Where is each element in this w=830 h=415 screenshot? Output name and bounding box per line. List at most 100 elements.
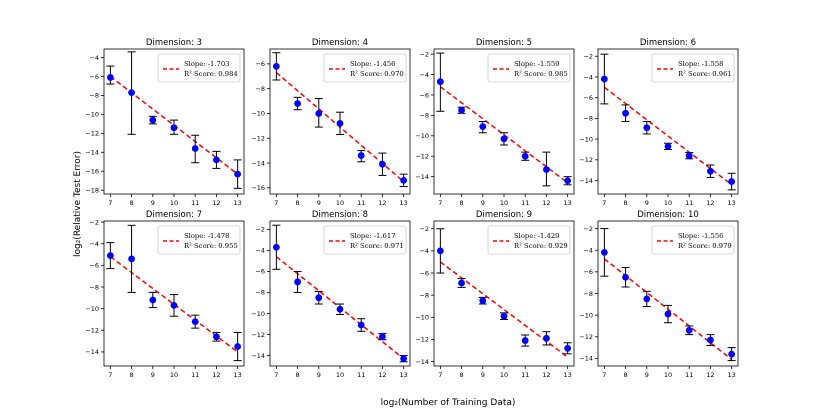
fit-line (439, 261, 569, 358)
y-tick-label: −14 (415, 358, 429, 366)
x-tick-label: 7 (108, 199, 112, 207)
x-tick-label: 10 (336, 199, 344, 207)
y-tick-label: −16 (251, 184, 265, 192)
legend-r2: R² Score: 0.961 (678, 70, 732, 78)
data-point (315, 110, 323, 117)
chart-panel: Dimension: 5 7 8 9 10 11 12 13 −14 −12 −10 −8 −6 −4 −2… (415, 38, 575, 207)
legend-box (323, 53, 407, 83)
legend-r2: R² Score: 0.984 (184, 70, 238, 78)
y-tick-label: −14 (579, 177, 593, 185)
y-tick-label: −8 (255, 85, 265, 93)
y-tick-label: −12 (415, 153, 429, 161)
data-point (128, 255, 135, 263)
chart-panel: Dimension: 8 7 8 9 10 11 12 13 −14 −12 −10 −8 −6 −4 −2… (251, 210, 411, 379)
figure-ylabel: log₂(Relative Test Error) (73, 151, 83, 257)
y-tick-label: −2 (583, 225, 593, 233)
data-point (106, 74, 114, 81)
x-tick-label: 10 (664, 199, 672, 207)
x-tick-label: 10 (170, 199, 178, 207)
legend-box (651, 225, 735, 255)
x-tick-label: 8 (130, 371, 134, 379)
y-tick-label: −14 (85, 348, 99, 356)
x-tick-label: 11 (357, 371, 365, 379)
y-tick-label: −6 (583, 94, 593, 102)
y-tick-label: −8 (419, 112, 429, 120)
x-tick-label: 11 (685, 371, 693, 379)
chart-title: Dimension: 5 (476, 38, 532, 48)
data-point (479, 123, 487, 131)
data-point (543, 334, 550, 342)
data-point (622, 273, 629, 281)
x-tick-label: 10 (170, 371, 178, 379)
plot-frame (103, 220, 245, 367)
data-point (622, 109, 629, 117)
data-point (543, 166, 550, 173)
y-tick-label: −8 (89, 92, 99, 100)
legend-slope: Slope: -1.558 (678, 60, 724, 68)
panels: Dimension: 3 7 8 9 10 11 12 13 −18 −16 −14 −12 −10 −8… (85, 38, 739, 379)
x-tick-label: 9 (645, 371, 649, 379)
legend-slope: Slope: -1.556 (678, 232, 724, 240)
legend-box (487, 53, 571, 83)
y-tick-label: −4 (583, 73, 593, 81)
legend-r2: R² Score: 0.971 (350, 242, 404, 250)
data-point (600, 75, 608, 83)
y-tick-label: −10 (85, 305, 99, 313)
x-tick-label: 7 (602, 371, 606, 379)
y-tick-label: −4 (89, 240, 99, 248)
x-tick-label: 13 (563, 199, 571, 207)
y-tick-label: −8 (419, 291, 429, 299)
data-point (664, 310, 672, 318)
data-point (213, 156, 220, 164)
x-tick-label: 8 (460, 371, 464, 379)
x-tick-label: 12 (378, 371, 386, 379)
data-point (728, 178, 736, 185)
x-tick-label: 7 (438, 199, 442, 207)
data-point (707, 167, 714, 175)
y-tick-label: −6 (419, 269, 429, 277)
y-tick-label: −6 (89, 73, 99, 81)
data-point (564, 177, 572, 185)
x-tick-label: 9 (317, 371, 321, 379)
x-tick-label: 12 (542, 371, 550, 379)
y-tick-label: −12 (251, 331, 265, 339)
legend-box (651, 53, 735, 83)
chart-title: Dimension: 10 (637, 210, 699, 220)
x-tick-label: 13 (563, 371, 571, 379)
x-tick-label: 7 (602, 199, 606, 207)
data-point (521, 152, 529, 160)
data-point (234, 170, 242, 178)
y-tick-label: −4 (419, 247, 429, 255)
y-tick-label: −6 (419, 91, 429, 99)
x-tick-label: 9 (317, 199, 321, 207)
y-tick-label: −18 (85, 187, 99, 195)
x-tick-label: 10 (500, 371, 508, 379)
chart-title: Dimension: 8 (312, 210, 368, 220)
x-tick-label: 7 (274, 371, 278, 379)
x-tick-label: 11 (685, 199, 693, 207)
figure-xlabel: log₂(Number of Training Data) (381, 398, 516, 408)
chart-title: Dimension: 4 (312, 38, 368, 48)
data-point (170, 124, 178, 132)
x-tick-label: 11 (521, 199, 529, 207)
legend-box (157, 53, 241, 83)
y-tick-label: −6 (255, 268, 265, 276)
data-point (357, 152, 365, 159)
x-tick-label: 12 (378, 199, 386, 207)
data-point (149, 116, 157, 124)
x-tick-label: 12 (706, 371, 714, 379)
data-point (643, 124, 651, 132)
x-tick-label: 13 (233, 371, 241, 379)
legend-slope: Slope: -1.478 (184, 232, 230, 240)
data-point (128, 89, 135, 96)
data-point (379, 333, 386, 340)
data-point (458, 106, 465, 114)
plot-frame (597, 48, 739, 195)
x-tick-label: 8 (130, 199, 134, 207)
x-tick-label: 11 (357, 199, 365, 207)
chart-title: Dimension: 7 (146, 210, 202, 220)
x-tick-label: 10 (500, 199, 508, 207)
y-tick-label: −10 (579, 135, 593, 143)
y-tick-label: −14 (251, 352, 265, 360)
